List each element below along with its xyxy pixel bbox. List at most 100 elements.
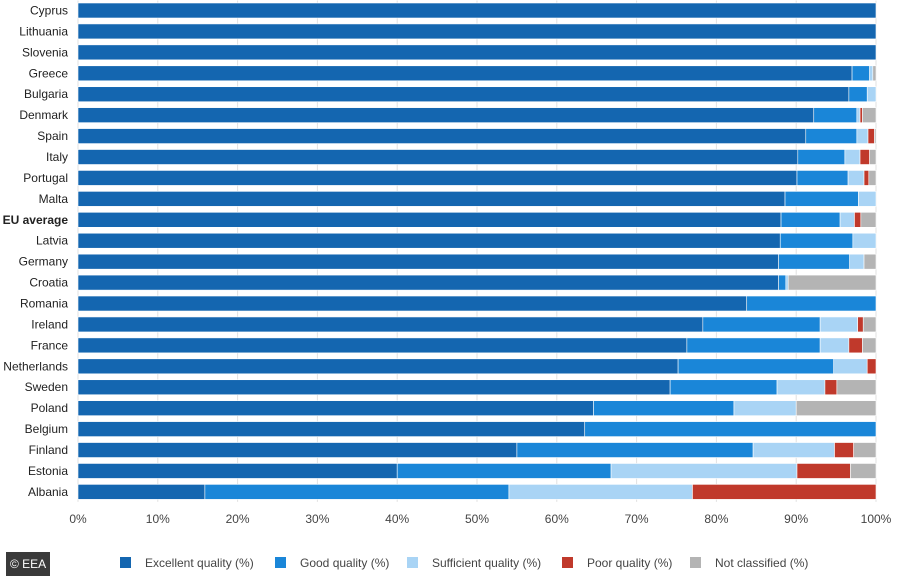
legend-swatch xyxy=(120,557,131,568)
category-label: Estonia xyxy=(28,464,68,478)
bar-segment xyxy=(77,421,586,437)
x-tick-label: 50% xyxy=(465,512,489,526)
bar-segment xyxy=(584,421,877,437)
bar-segment xyxy=(862,337,877,354)
bar-segment xyxy=(796,463,851,479)
bar-segment xyxy=(778,253,850,270)
bar-segment xyxy=(677,358,835,375)
bar-segment xyxy=(593,400,735,416)
bar-segment xyxy=(874,128,877,144)
bar-segment xyxy=(869,65,874,82)
category-label: Latvia xyxy=(36,234,68,248)
bar-segment xyxy=(866,358,877,375)
bar-segment xyxy=(77,274,779,291)
category-label: Portugal xyxy=(23,171,68,185)
category-label: France xyxy=(31,338,69,352)
bar-segment xyxy=(852,232,877,249)
bar-segment xyxy=(77,44,877,61)
x-tick-label: 90% xyxy=(784,512,808,526)
bar-segment xyxy=(819,337,850,354)
bar-segment xyxy=(848,337,863,354)
bar-segment xyxy=(844,149,861,165)
bar-segment xyxy=(77,253,779,270)
bar-segment xyxy=(610,463,798,479)
bar-segment xyxy=(856,128,869,144)
category-label: Finland xyxy=(29,443,68,457)
x-axis-tick-labels: 0% 10% 20% 30% 40% 50% 60% 70% 80% 90% 100% xyxy=(69,512,891,526)
x-tick-label: 60% xyxy=(545,512,569,526)
bar-segment xyxy=(859,107,863,123)
bar-segment xyxy=(797,149,846,165)
legend: Excellent quality (%) Good quality (%) Suf… xyxy=(120,556,808,570)
bar-segment xyxy=(702,316,821,333)
category-label: Germany xyxy=(19,255,68,269)
category-label: Greece xyxy=(29,66,69,80)
bar-marks xyxy=(77,2,877,500)
bar-segment xyxy=(778,274,787,291)
bar-segment xyxy=(516,442,754,458)
bar-segment xyxy=(77,484,206,500)
bar-segment xyxy=(836,379,877,396)
bar-segment xyxy=(77,232,781,249)
bar-segment xyxy=(77,379,671,396)
category-label: Ireland xyxy=(31,317,68,331)
bar-segment xyxy=(848,86,868,103)
legend-swatch xyxy=(407,557,418,568)
legend-label: Poor quality (%) xyxy=(587,556,672,570)
bar-segment xyxy=(834,442,854,458)
bar-segment xyxy=(866,86,877,103)
category-label: Romania xyxy=(20,297,68,311)
bar-segment xyxy=(204,484,510,500)
bar-segment xyxy=(77,128,807,144)
category-label: Slovenia xyxy=(22,45,68,59)
bar-segment xyxy=(77,463,398,479)
x-tick-label: 80% xyxy=(704,512,728,526)
bar-segment xyxy=(858,191,877,207)
bar-segment xyxy=(819,316,858,333)
bar-segment xyxy=(860,212,877,228)
category-label: Sweden xyxy=(25,380,68,394)
bar-segment xyxy=(692,484,877,500)
bar-segment xyxy=(77,65,853,82)
bar-segment xyxy=(872,65,877,82)
bar-segment xyxy=(77,316,704,333)
bar-segment xyxy=(863,253,877,270)
bar-segment xyxy=(824,379,838,396)
bar-segment xyxy=(77,107,815,123)
legend-label: Excellent quality (%) xyxy=(145,556,254,570)
bar-segment xyxy=(746,295,877,312)
bar-segment xyxy=(77,191,786,207)
category-label: Malta xyxy=(39,192,69,206)
bar-segment xyxy=(869,149,877,165)
bar-segment xyxy=(77,212,782,228)
legend-swatch xyxy=(562,557,573,568)
category-label: Italy xyxy=(46,150,68,164)
bar-segment xyxy=(77,358,679,375)
x-tick-label: 40% xyxy=(385,512,409,526)
bar-segment xyxy=(787,274,877,291)
x-tick-label: 30% xyxy=(305,512,329,526)
x-tick-label: 0% xyxy=(69,512,87,526)
grid-lines xyxy=(77,0,877,502)
bar-segment xyxy=(805,128,858,144)
bar-segment xyxy=(796,170,849,186)
bar-segment xyxy=(854,212,862,228)
category-label: Poland xyxy=(31,401,68,415)
x-tick-label: 20% xyxy=(226,512,250,526)
credit-badge: © EEA xyxy=(6,552,51,576)
bar-segment xyxy=(853,442,877,458)
bar-segment xyxy=(779,232,854,249)
bar-segment xyxy=(833,358,868,375)
category-label: Croatia xyxy=(29,276,68,290)
bar-segment xyxy=(868,170,877,186)
category-label: EU average xyxy=(3,213,69,227)
bar-segment xyxy=(785,274,789,291)
bar-segment xyxy=(863,170,870,186)
x-tick-label: 100% xyxy=(861,512,892,526)
bar-segment xyxy=(669,379,778,396)
bar-segment xyxy=(686,337,821,354)
legend-label: Not classified (%) xyxy=(715,556,808,570)
bar-segment xyxy=(862,316,877,333)
bar-segment xyxy=(508,484,693,500)
bar-segment xyxy=(77,149,799,165)
